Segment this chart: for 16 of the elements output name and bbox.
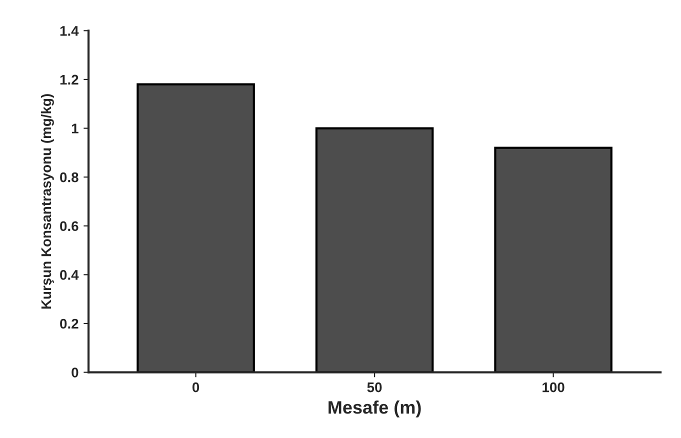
x-axis-title: Mesafe (m) bbox=[328, 400, 421, 418]
x-tick-label: 50 bbox=[367, 382, 382, 392]
y-axis-title: Kurşun Konsantrasyonu (mg/kg) bbox=[40, 94, 54, 309]
x-tick-label: 0 bbox=[192, 382, 200, 392]
y-tick-label: 0.4 bbox=[60, 270, 79, 280]
x-tick-label: 100 bbox=[542, 382, 564, 392]
bar bbox=[494, 146, 612, 372]
y-tick-label: 1 bbox=[72, 124, 78, 134]
y-tick-label: 0.6 bbox=[60, 221, 78, 232]
y-tick-label: 1.2 bbox=[60, 74, 78, 84]
bar bbox=[315, 127, 434, 372]
y-tick-label: 0.2 bbox=[60, 318, 78, 329]
y-tick-label: 1.4 bbox=[60, 26, 79, 36]
y-tick-label: 0.8 bbox=[60, 172, 78, 182]
bar bbox=[136, 83, 255, 372]
y-tick-label: 0 bbox=[72, 368, 78, 378]
